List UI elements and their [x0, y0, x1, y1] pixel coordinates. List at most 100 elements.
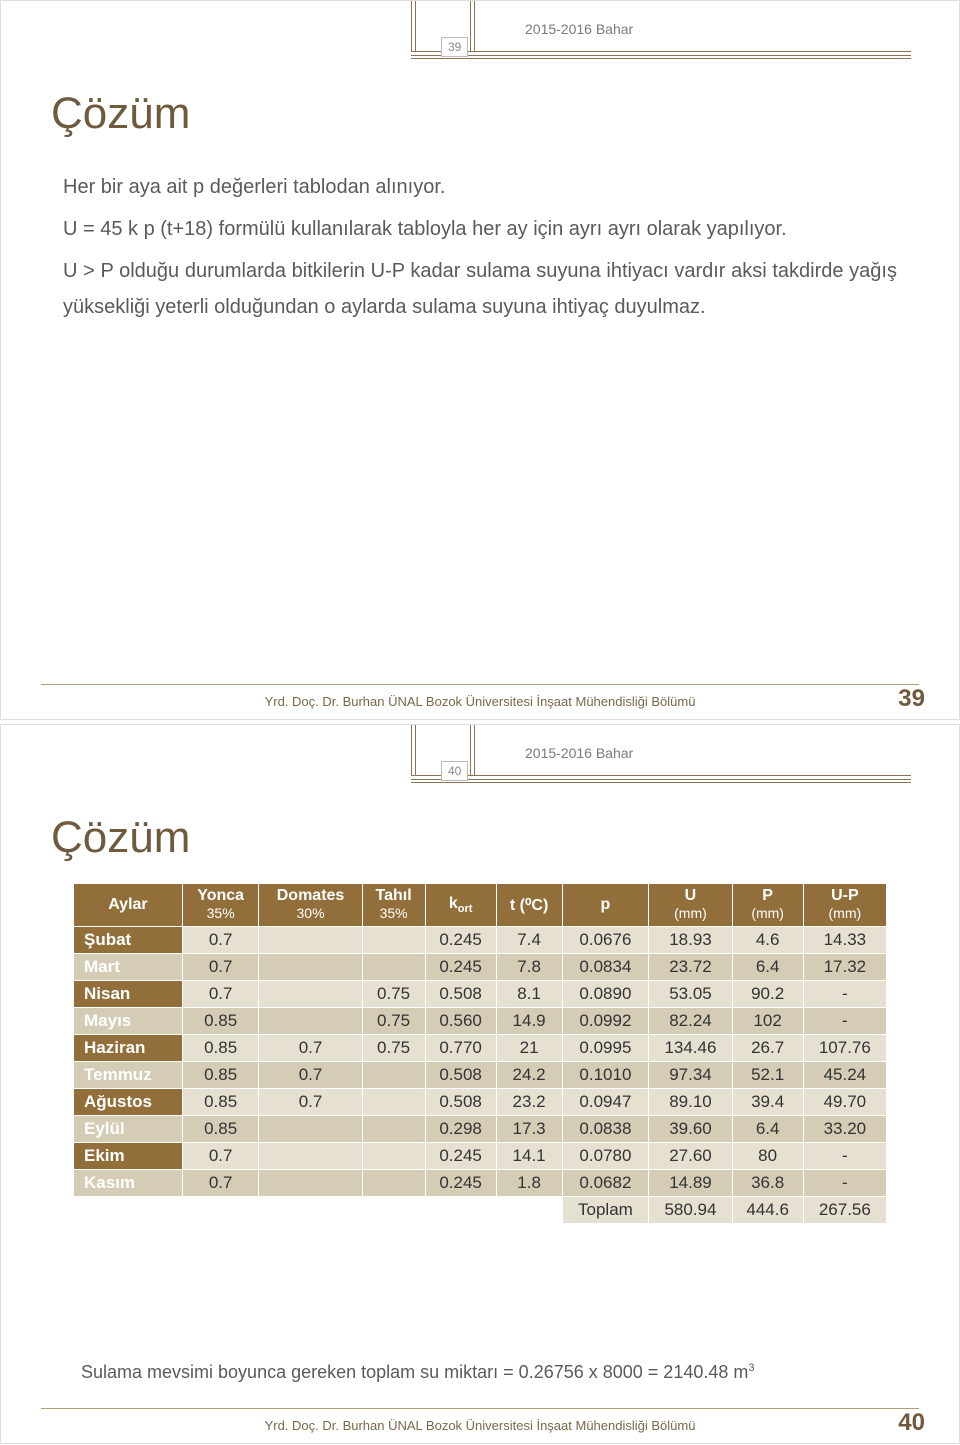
table-cell: 49.70 — [803, 1089, 886, 1116]
table-cell: 102 — [732, 1008, 803, 1035]
term-label: 2015-2016 Bahar — [525, 21, 633, 37]
table-cell: 0.7 — [182, 981, 259, 1008]
table-cell — [259, 1008, 362, 1035]
table-cell: - — [803, 1008, 886, 1035]
table-cell: 33.20 — [803, 1116, 886, 1143]
table-cell: 0.560 — [425, 1008, 496, 1035]
table-cell: 45.24 — [803, 1062, 886, 1089]
table-row: Ekim0.70.24514.10.078027.6080- — [74, 1143, 887, 1170]
table-cell: 17.32 — [803, 954, 886, 981]
table-cell: 53.05 — [649, 981, 732, 1008]
table-cell: 0.245 — [425, 1170, 496, 1197]
table-cell — [496, 1197, 562, 1224]
table-row: Temmuz0.850.70.50824.20.101097.3452.145.… — [74, 1062, 887, 1089]
table-header-cell: U-P(mm) — [803, 884, 886, 927]
table-cell: 0.0682 — [562, 1170, 649, 1197]
table-cell: 0.245 — [425, 927, 496, 954]
table-cell — [259, 1116, 362, 1143]
table-cell: 0.0838 — [562, 1116, 649, 1143]
table-cell — [259, 927, 362, 954]
table-header-cell: P(mm) — [732, 884, 803, 927]
paragraph-3: U > P olduğu durumlarda bitkilerin U-P k… — [63, 253, 897, 325]
row-label-cell: Ekim — [74, 1143, 183, 1170]
table-cell: 0.0834 — [562, 954, 649, 981]
table-cell: - — [803, 981, 886, 1008]
table-body: Şubat0.70.2457.40.067618.934.614.33Mart0… — [74, 927, 887, 1224]
table-cell: 14.1 — [496, 1143, 562, 1170]
table-cell: 0.7 — [182, 927, 259, 954]
table-cell: 0.0676 — [562, 927, 649, 954]
table-cell — [362, 1089, 425, 1116]
table-cell: 0.770 — [425, 1035, 496, 1062]
table-cell — [259, 1197, 362, 1224]
table-cell: 90.2 — [732, 981, 803, 1008]
table-cell: 39.60 — [649, 1116, 732, 1143]
table-header-cell: kort — [425, 884, 496, 927]
table-cell — [74, 1197, 183, 1224]
table-cell — [259, 981, 362, 1008]
table-cell: 36.8 — [732, 1170, 803, 1197]
totals-row: Toplam580.94444.6267.56 — [74, 1197, 887, 1224]
table-row: Haziran0.850.70.750.770210.0995134.4626.… — [74, 1035, 887, 1062]
table-cell: 0.7 — [259, 1062, 362, 1089]
table-cell: 97.34 — [649, 1062, 732, 1089]
table-cell: 0.85 — [182, 1035, 259, 1062]
body-text: Her bir aya ait p değerleri tablodan alı… — [63, 169, 897, 331]
footnote: Sulama mevsimi boyunca gereken toplam su… — [81, 1362, 755, 1383]
table-cell: 0.75 — [362, 1035, 425, 1062]
table-row: Ağustos0.850.70.50823.20.094789.1039.449… — [74, 1089, 887, 1116]
table-row: Mart0.70.2457.80.083423.726.417.32 — [74, 954, 887, 981]
table-cell: 1.8 — [496, 1170, 562, 1197]
totals-cell: 444.6 — [732, 1197, 803, 1224]
row-label-cell: Haziran — [74, 1035, 183, 1062]
table-cell: 80 — [732, 1143, 803, 1170]
table-cell: 134.46 — [649, 1035, 732, 1062]
table-cell: 4.6 — [732, 927, 803, 954]
table-cell: 14.33 — [803, 927, 886, 954]
table-cell — [362, 1062, 425, 1089]
row-label-cell: Ağustos — [74, 1089, 183, 1116]
table-cell: 23.2 — [496, 1089, 562, 1116]
table-cell: 14.9 — [496, 1008, 562, 1035]
table-cell: 0.1010 — [562, 1062, 649, 1089]
row-label-cell: Mayıs — [74, 1008, 183, 1035]
slide-title: Çözüm — [51, 813, 190, 863]
totals-label: Toplam — [562, 1197, 649, 1224]
table-cell — [259, 954, 362, 981]
table-header-cell: Aylar — [74, 884, 183, 927]
paragraph-2: U = 45 k p (t+18) formülü kullanılarak t… — [63, 211, 897, 247]
table-header-cell: Tahıl35% — [362, 884, 425, 927]
slide-40: 40 2015-2016 Bahar Çözüm AylarYonca35%Do… — [0, 724, 960, 1444]
table-cell: 0.245 — [425, 1143, 496, 1170]
data-table: AylarYonca35%Domates30%Tahıl35%kortt (⁰C… — [73, 883, 887, 1224]
table-cell — [362, 954, 425, 981]
footer-text: Yrd. Doç. Dr. Burhan ÜNAL Bozok Üniversi… — [1, 1418, 959, 1433]
table-cell: 27.60 — [649, 1143, 732, 1170]
table-cell: 0.0995 — [562, 1035, 649, 1062]
row-label-cell: Nisan — [74, 981, 183, 1008]
row-label-cell: Eylül — [74, 1116, 183, 1143]
slide-39: 39 2015-2016 Bahar Çözüm Her bir aya ait… — [0, 0, 960, 720]
table-cell: 0.0947 — [562, 1089, 649, 1116]
table-cell: 82.24 — [649, 1008, 732, 1035]
table-row: Nisan0.70.750.5088.10.089053.0590.2- — [74, 981, 887, 1008]
table-cell: 0.508 — [425, 1062, 496, 1089]
table-row: Eylül0.850.29817.30.083839.606.433.20 — [74, 1116, 887, 1143]
table-header-cell: p — [562, 884, 649, 927]
table-cell — [362, 1170, 425, 1197]
table-cell: 0.75 — [362, 1008, 425, 1035]
term-label: 2015-2016 Bahar — [525, 745, 633, 761]
table-cell — [425, 1197, 496, 1224]
row-label-cell: Kasım — [74, 1170, 183, 1197]
table-cell: 0.0992 — [562, 1008, 649, 1035]
totals-cell: 267.56 — [803, 1197, 886, 1224]
table-cell — [362, 927, 425, 954]
table-cell: 14.89 — [649, 1170, 732, 1197]
table-header-cell: Domates30% — [259, 884, 362, 927]
table-cell: 18.93 — [649, 927, 732, 954]
table-cell: 8.1 — [496, 981, 562, 1008]
row-label-cell: Şubat — [74, 927, 183, 954]
page-number: 40 — [898, 1409, 925, 1437]
table-cell: 0.7 — [259, 1035, 362, 1062]
table-cell: 0.0890 — [562, 981, 649, 1008]
